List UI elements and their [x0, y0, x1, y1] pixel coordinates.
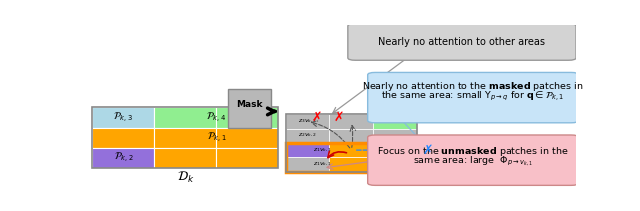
Bar — [92, 128, 154, 148]
FancyBboxPatch shape — [367, 72, 579, 123]
FancyBboxPatch shape — [367, 135, 579, 185]
Text: $z_3 v_{k,3}$: $z_3 v_{k,3}$ — [298, 118, 317, 125]
Bar — [286, 129, 330, 143]
Text: $z_1 v_{k,1}$: $z_1 v_{k,1}$ — [314, 161, 333, 168]
Text: $\mathcal{P}_{k,4}$: $\mathcal{P}_{k,4}$ — [206, 111, 227, 124]
Bar — [216, 107, 278, 128]
Text: ✗: ✗ — [334, 110, 344, 123]
Bar — [373, 143, 417, 157]
Text: Focus on the $\mathbf{unmasked}$ patches in the: Focus on the $\mathbf{unmasked}$ patches… — [378, 145, 569, 158]
Bar — [216, 148, 278, 168]
Bar — [286, 114, 417, 172]
Text: $\mathcal{P}_{k,1}$: $\mathcal{P}_{k,1}$ — [207, 131, 226, 145]
Bar — [286, 157, 330, 172]
Text: $\mathcal{D}_k$: $\mathcal{D}_k$ — [177, 170, 194, 185]
Text: Mask: Mask — [236, 100, 263, 109]
Bar — [154, 107, 216, 128]
Text: ✗: ✗ — [312, 111, 323, 124]
Bar — [92, 107, 154, 128]
Bar — [373, 114, 417, 129]
Text: the same area: small $\Upsilon_{p\to q}$ for $\mathbf{q} \in \mathcal{P}_{k,1}$: the same area: small $\Upsilon_{p\to q}$… — [381, 89, 564, 103]
FancyBboxPatch shape — [348, 24, 576, 60]
Text: p: p — [370, 148, 374, 154]
Bar — [154, 128, 216, 148]
Bar — [286, 143, 330, 157]
Bar — [286, 114, 330, 129]
Text: $\mathcal{P}_{k,3}$: $\mathcal{P}_{k,3}$ — [113, 111, 133, 124]
Text: $\mathcal{P}_{k,2}$: $\mathcal{P}_{k,2}$ — [113, 151, 133, 165]
Bar — [286, 143, 373, 172]
Text: same area: large  $\Phi_{p\to v_{k,1}}$: same area: large $\Phi_{p\to v_{k,1}}$ — [413, 154, 533, 168]
Text: $z_2 v_{k,2}$: $z_2 v_{k,2}$ — [298, 132, 317, 139]
Bar — [216, 128, 278, 148]
Bar — [330, 114, 373, 129]
Bar — [92, 148, 154, 168]
Bar — [330, 143, 373, 157]
Text: Nearly no attention to the $\mathbf{masked}$ patches in: Nearly no attention to the $\mathbf{mask… — [362, 80, 584, 93]
Bar — [330, 157, 373, 172]
Bar — [330, 129, 373, 143]
Text: $z_1 v_{k,1}$: $z_1 v_{k,1}$ — [314, 146, 333, 154]
Text: ✗: ✗ — [423, 144, 433, 157]
Text: $z_4 v_{k,4}$: $z_4 v_{k,4}$ — [385, 118, 404, 125]
Text: Nearly no attention to other areas: Nearly no attention to other areas — [378, 37, 545, 47]
Text: Query: Query — [367, 146, 386, 151]
Bar — [373, 129, 417, 143]
FancyBboxPatch shape — [228, 89, 271, 128]
Bar — [154, 148, 216, 168]
Bar — [373, 157, 417, 172]
Bar — [92, 107, 278, 168]
